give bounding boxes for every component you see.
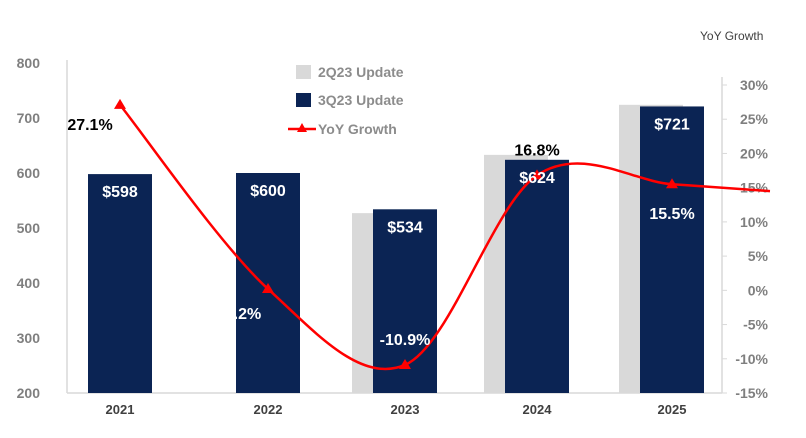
y2-tick-label: 5% <box>748 248 769 264</box>
legend-swatch-3q23 <box>296 93 311 107</box>
y-tick-label: 600 <box>17 165 41 181</box>
bar-data-label: $598 <box>102 184 138 201</box>
yoy-data-label: 16.8% <box>514 142 559 159</box>
yoy-marker <box>114 98 126 109</box>
yoy-data-label: 27.1% <box>67 117 112 134</box>
bar-3q23 <box>88 174 152 393</box>
x-tick-label: 2021 <box>106 402 135 417</box>
y-tick-label: 500 <box>17 220 41 236</box>
y2-tick-label: 10% <box>740 214 769 230</box>
yoy-data-label: 0.2% <box>225 306 261 323</box>
right-axis-title: YoY Growth <box>700 29 763 43</box>
y-tick-label: 800 <box>17 55 41 71</box>
bar-3q23 <box>640 106 704 393</box>
y-tick-label: 200 <box>17 385 41 401</box>
y2-tick-label: 15% <box>740 180 769 196</box>
y2-tick-label: -15% <box>735 385 768 401</box>
yoy-marker <box>666 178 678 189</box>
x-tick-label: 2022 <box>254 402 283 417</box>
y2-tick-label: 20% <box>740 145 769 161</box>
bar-data-label: $534 <box>387 219 423 236</box>
legend-label-2q23: 2Q23 Update <box>318 64 404 80</box>
legend-swatch-2q23 <box>296 65 311 79</box>
y2-tick-label: -10% <box>735 351 768 367</box>
x-tick-label: 2024 <box>523 402 553 417</box>
yoy-marker <box>262 282 274 293</box>
legend-label-yoy: YoY Growth <box>318 121 397 137</box>
bar-data-label: $600 <box>250 183 286 200</box>
y2-tick-label: 0% <box>748 282 769 298</box>
legend: 2Q23 Update 3Q23 Update YoY Growth <box>288 64 404 137</box>
y2-tick-label: 30% <box>740 77 769 93</box>
legend-label-3q23: 3Q23 Update <box>318 92 404 108</box>
x-tick-label: 2023 <box>391 402 420 417</box>
legend-marker-yoy <box>297 123 307 132</box>
yoy-marker <box>399 358 411 369</box>
y-tick-label: 400 <box>17 275 41 291</box>
yoy-marker <box>531 169 543 180</box>
y-tick-label: 300 <box>17 330 41 346</box>
bar-3q23 <box>505 159 569 393</box>
y2-tick-label: -5% <box>743 317 768 333</box>
yoy-data-label: -10.9% <box>380 332 431 349</box>
yoy-data-label: 15.5% <box>649 206 694 223</box>
y2-tick-label: 25% <box>740 111 769 127</box>
bar-data-label: $721 <box>654 116 690 133</box>
bar-data-label: $624 <box>519 170 555 187</box>
x-tick-label: 2025 <box>658 402 687 417</box>
y-tick-label: 700 <box>17 110 41 126</box>
